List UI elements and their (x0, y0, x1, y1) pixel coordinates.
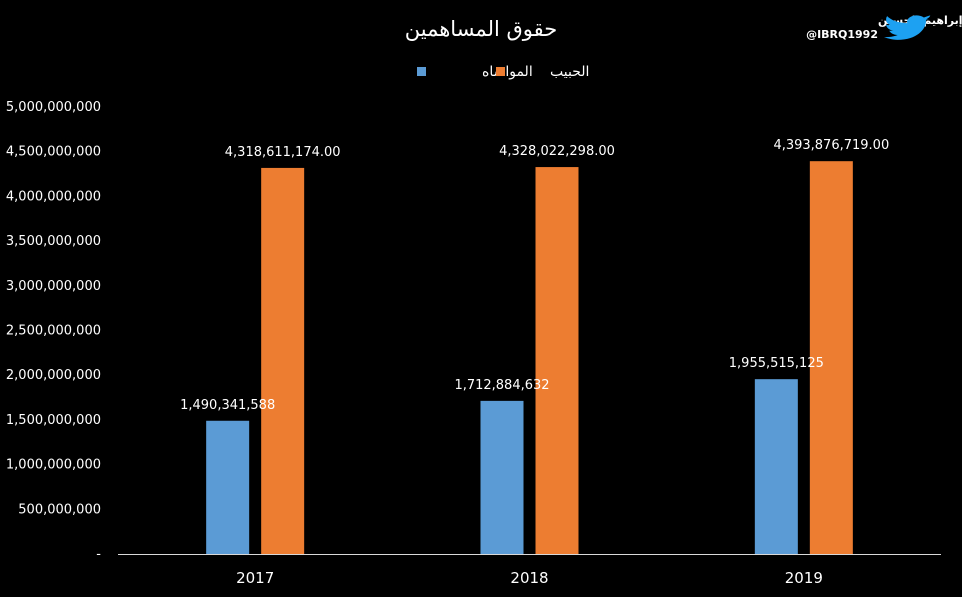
y-tick-label: 5,000,000,000 (6, 100, 101, 115)
x-tick-label: 2017 (236, 569, 274, 587)
bar-series-2-2018 (535, 167, 579, 554)
brand-handle: @IBRQ1992 (806, 28, 878, 41)
legend-label-series-1: المواساه (482, 64, 533, 80)
y-tick-label: 3,500,000,000 (6, 234, 101, 249)
y-tick-label: 1,000,000,000 (6, 458, 101, 473)
x-axis: 2017 2018 2019 (236, 569, 823, 587)
data-label: 4,393,876,719.00 (773, 138, 889, 153)
branding: إبراهيم الحسين @IBRQ1992 (806, 14, 962, 41)
y-tick-label: 3,000,000,000 (6, 279, 101, 294)
legend-label-series-2: الحبيب (550, 64, 589, 80)
bar-series-1-2017 (206, 420, 250, 554)
x-tick-label: 2018 (510, 569, 548, 587)
x-tick-label: 2019 (785, 569, 823, 587)
legend: المواساه الحبيب (417, 64, 589, 80)
legend-swatch-series-1 (417, 67, 426, 76)
twitter-bird-icon (884, 15, 933, 40)
y-tick-label: 4,500,000,000 (6, 145, 101, 160)
chart-title: حقوق المساهمين (405, 17, 557, 41)
data-label: 1,490,341,588 (180, 398, 275, 413)
y-tick-label: 2,500,000,000 (6, 324, 101, 339)
data-label: 1,955,515,125 (729, 356, 824, 371)
bar-series-1-2019 (754, 379, 798, 554)
data-label: 1,712,884,632 (454, 378, 549, 393)
data-labels: 1,490,341,588 4,318,611,174.00 1,712,884,6… (180, 138, 889, 413)
y-tick-label: - (96, 547, 101, 562)
bar-series-1-2018 (480, 400, 524, 554)
data-label: 4,318,611,174.00 (225, 145, 341, 160)
y-axis: - 500,000,000 1,000,000,000 1,500,000,000 2,… (6, 100, 101, 562)
y-tick-label: 500,000,000 (18, 502, 101, 517)
data-label: 4,328,022,298.00 (499, 144, 615, 159)
y-tick-label: 2,000,000,000 (6, 368, 101, 383)
bar-series-2-2019 (809, 161, 853, 554)
y-tick-label: 1,500,000,000 (6, 413, 101, 428)
legend-swatch-series-2 (496, 67, 505, 76)
bar-series-2-2017 (261, 167, 305, 554)
y-tick-label: 4,000,000,000 (6, 189, 101, 204)
bars (206, 161, 853, 554)
